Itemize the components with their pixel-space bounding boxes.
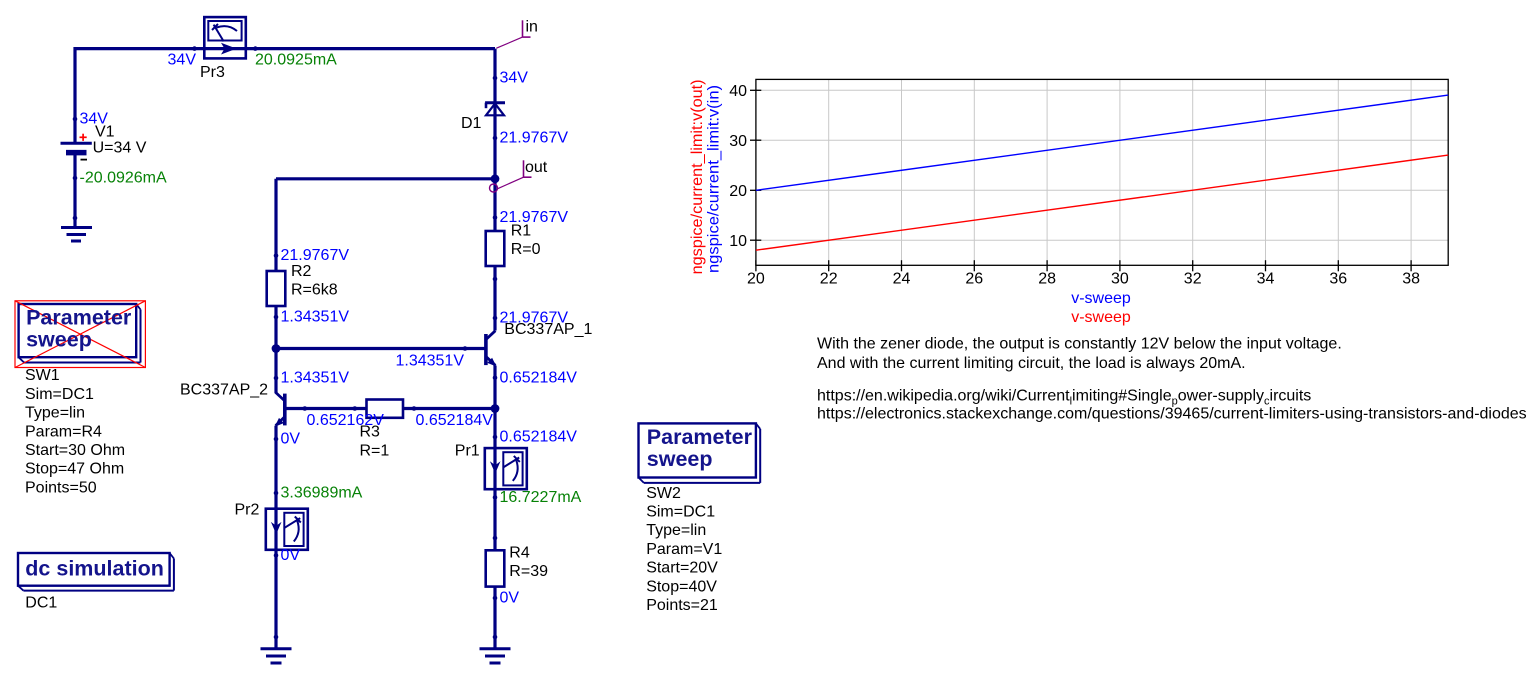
svg-text:Start=30 Ohm: Start=30 Ohm	[25, 442, 125, 459]
svg-text:40: 40	[729, 83, 747, 100]
svg-text:30: 30	[729, 133, 747, 150]
svg-text:Pr3: Pr3	[200, 64, 225, 81]
svg-text:Stop=47 Ohm: Stop=47 Ohm	[25, 461, 124, 478]
svg-text:Parameter: Parameter	[647, 425, 753, 449]
svg-text:Stop=40V: Stop=40V	[646, 578, 717, 595]
svg-text:https://electronics.stackexcha: https://electronics.stackexchange.com/qu…	[817, 406, 1527, 423]
svg-text:Param=V1: Param=V1	[646, 541, 722, 558]
svg-text:R=39: R=39	[509, 563, 548, 580]
svg-text:dc simulation: dc simulation	[25, 556, 164, 580]
svg-text:1.34351V: 1.34351V	[395, 352, 464, 369]
svg-text:21.9767V: 21.9767V	[500, 310, 569, 327]
svg-text:0V: 0V	[500, 590, 520, 607]
svg-text:in: in	[526, 19, 538, 36]
svg-text:1.34351V: 1.34351V	[281, 309, 350, 326]
svg-text:16.7227mA: 16.7227mA	[500, 489, 582, 506]
svg-text:32: 32	[1184, 271, 1202, 288]
svg-text:34V: 34V	[80, 111, 109, 128]
svg-text:1.34351V: 1.34351V	[281, 370, 350, 387]
svg-text:SW2: SW2	[646, 485, 681, 502]
svg-text:out: out	[525, 159, 548, 176]
svg-text:22: 22	[820, 271, 838, 288]
svg-text:R=1: R=1	[360, 442, 390, 459]
svg-text:R3: R3	[360, 424, 381, 441]
svg-text:Points=50: Points=50	[25, 479, 97, 496]
svg-text:DC1: DC1	[25, 595, 57, 612]
svg-text:v-sweep: v-sweep	[1071, 290, 1131, 307]
svg-text:R2: R2	[291, 263, 312, 280]
svg-text:Type=lin: Type=lin	[25, 405, 85, 422]
svg-text:34V: 34V	[500, 70, 529, 87]
svg-text:30: 30	[1111, 271, 1129, 288]
svg-text:BC337AP_2: BC337AP_2	[180, 382, 268, 399]
svg-text:20: 20	[747, 271, 765, 288]
svg-text:26: 26	[965, 271, 983, 288]
svg-text:34V: 34V	[168, 51, 197, 68]
svg-text:sweep: sweep	[647, 447, 713, 471]
svg-text:20.0925mA: 20.0925mA	[255, 52, 337, 69]
svg-text:Pr2: Pr2	[235, 502, 260, 519]
svg-text:34: 34	[1257, 271, 1275, 288]
svg-text:https://en.wikipedia.org/wiki/: https://en.wikipedia.org/wiki/Currentlim…	[817, 388, 1311, 408]
svg-text:U=34 V: U=34 V	[93, 140, 147, 157]
svg-text:R=6k8: R=6k8	[291, 282, 338, 299]
svg-text:Parameter: Parameter	[26, 306, 132, 330]
svg-text:V1: V1	[95, 124, 115, 141]
svg-text:21.9767V: 21.9767V	[500, 209, 569, 226]
svg-text:SW1: SW1	[25, 367, 60, 384]
svg-text:21.9767V: 21.9767V	[281, 247, 350, 264]
svg-text:0.652184V: 0.652184V	[500, 369, 578, 386]
svg-text:Param=R4: Param=R4	[25, 423, 102, 440]
svg-text:24: 24	[893, 271, 911, 288]
svg-text:R4: R4	[509, 545, 530, 562]
svg-text:v-sweep: v-sweep	[1071, 309, 1131, 326]
svg-text:And with the current limiting: And with the current limiting circuit, t…	[817, 355, 1246, 372]
svg-text:Type=lin: Type=lin	[646, 522, 706, 539]
svg-text:BC337AP_1: BC337AP_1	[504, 321, 592, 338]
svg-text:Points=21: Points=21	[646, 597, 718, 614]
svg-text:Sim=DC1: Sim=DC1	[25, 386, 94, 403]
svg-text:sweep: sweep	[26, 328, 92, 352]
svg-text:28: 28	[1038, 271, 1056, 288]
svg-text:-20.0926mA: -20.0926mA	[80, 170, 167, 187]
svg-text:R1: R1	[511, 222, 532, 239]
svg-text:ngspice/current_limit:v(out): ngspice/current_limit:v(out)	[689, 79, 706, 274]
svg-text:R=0: R=0	[511, 241, 541, 258]
svg-text:38: 38	[1402, 271, 1420, 288]
svg-text:D1: D1	[461, 115, 482, 132]
svg-text:ngspice/current_limit:v(in): ngspice/current_limit:v(in)	[705, 85, 722, 273]
svg-text:10: 10	[729, 233, 747, 250]
svg-text:0.652184V: 0.652184V	[416, 412, 494, 429]
svg-text:Sim=DC1: Sim=DC1	[646, 504, 715, 521]
svg-text:Start=20V: Start=20V	[646, 560, 718, 577]
svg-text:Pr1: Pr1	[455, 442, 480, 459]
svg-text:With the zener diode, the outp: With the zener diode, the output is cons…	[817, 336, 1342, 353]
svg-text:0V: 0V	[281, 431, 301, 448]
svg-text:20: 20	[729, 183, 747, 200]
svg-text:3.36989mA: 3.36989mA	[281, 485, 363, 502]
svg-text:0.652162V: 0.652162V	[307, 412, 385, 429]
svg-text:36: 36	[1329, 271, 1347, 288]
svg-text:0V: 0V	[281, 547, 301, 564]
svg-text:21.9767V: 21.9767V	[500, 130, 569, 147]
svg-text:0.652184V: 0.652184V	[500, 429, 578, 446]
